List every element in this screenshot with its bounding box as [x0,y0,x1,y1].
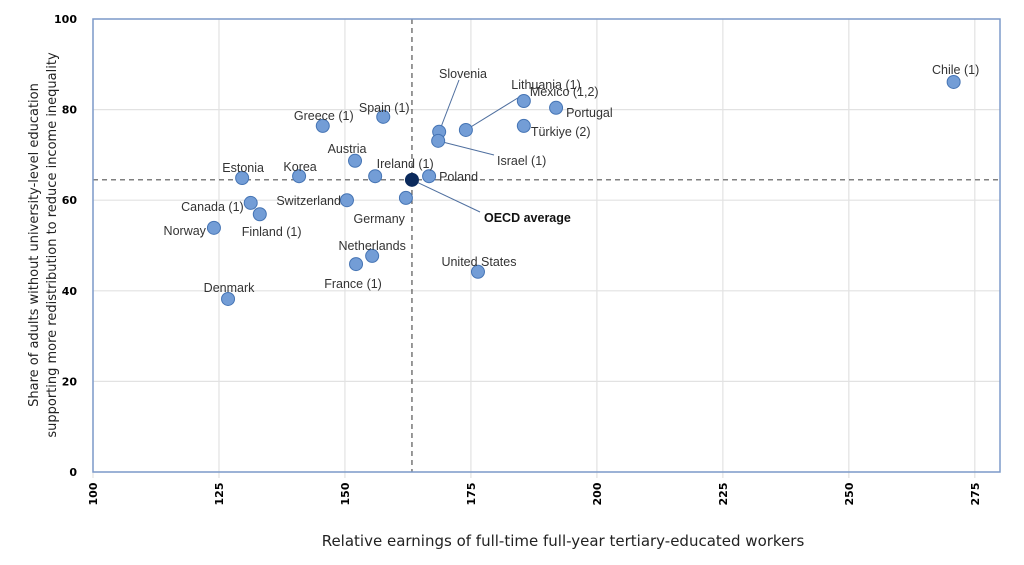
point-labels: Chile (1) Mexico (1,2) Portugal Türkiye (2)… [164,63,980,295]
point-label-estonia: Estonia [222,161,264,175]
point-label-denmark: Denmark [204,281,255,295]
x-tick-label: 225 [717,483,730,506]
data-point-austria [348,153,363,168]
x-tick-label: 150 [339,482,352,505]
data-point-greece-1 [315,118,330,133]
x-axis-label: Relative earnings of full-time full-year… [322,532,805,550]
point-label-netherlands: Netherlands [338,239,405,253]
point-label-korea: Korea [283,160,316,174]
x-tick-label: 175 [465,483,478,506]
y-tick-label: 20 [62,375,78,388]
data-point-korea [292,169,307,184]
point-label-chile-1: Chile (1) [932,63,979,77]
leader-line-oecd-average [411,179,481,213]
point-label-israel-1: Israel (1) [497,154,546,168]
y-tick-label: 60 [62,194,78,207]
data-point-canada-1 [243,195,258,210]
plot-frame [92,18,1001,473]
y-axis-ticks: 0 20 40 60 80 100 [54,13,77,479]
x-tick-label: 250 [843,482,856,505]
data-point-united-states [470,264,485,279]
y-tick-label: 80 [62,104,78,117]
point-label-portugal: Portugal [566,106,613,120]
leader-line-lithuania-1 [465,95,522,131]
data-point-t-rkiye-2 [516,118,531,133]
point-label-t-rkiye-2: Türkiye (2) [531,125,591,139]
data-point-netherlands [365,248,380,263]
point-label-oecd-average: OECD average [484,211,571,225]
point-label-switzerland: Switzerland [276,194,341,208]
point-label-slovenia: Slovenia [439,67,487,81]
point-label-austria: Austria [328,142,367,156]
data-point-denmark [221,291,236,306]
point-label-spain-1: Spain (1) [359,101,410,115]
reference-lines [93,19,1000,472]
leader-line-slovenia [438,79,460,132]
y-axis-label-line-2: supporting more redistribution to reduce… [45,52,60,438]
point-label-norway: Norway [164,224,207,238]
data-point-mexico-1-2 [516,93,531,108]
point-label-united-states: United States [441,255,516,269]
data-point-portugal [549,100,564,115]
point-label-poland: Poland [439,170,478,184]
data-point-israel-1 [431,133,446,148]
x-tick-label: 275 [969,483,982,506]
y-tick-label: 100 [54,13,77,26]
data-point-lithuania-1 [458,122,473,137]
y-axis-label-line-1: Share of adults without university-level… [27,83,42,407]
leader-line-israel-1 [438,140,495,156]
point-label-canada-1: Canada (1) [181,200,244,214]
y-tick-label: 0 [69,466,77,479]
data-point-spain-1 [376,109,391,124]
y-tick-label: 40 [62,285,78,298]
point-label-germany: Germany [354,212,406,226]
y-axis-label: Share of adults without university-level… [27,52,60,438]
x-tick-label: 125 [213,483,226,506]
x-axis-ticks: 100 125 150 175 200 225 250 275 [87,482,982,505]
data-point-france-1 [349,257,364,272]
data-point-poland [422,169,437,184]
data-point-finland-1 [252,207,267,222]
data-point-estonia [235,171,250,186]
point-label-mexico-1-2: Mexico (1,2) [530,85,599,99]
data-point-norway [206,220,221,235]
data-point-switzerland [339,193,354,208]
x-tick-label: 100 [87,482,100,505]
point-label-ireland-1: Ireland (1) [377,157,434,171]
point-label-greece-1: Greece (1) [294,109,354,123]
data-point-germany [398,190,413,205]
x-tick-label: 200 [591,482,604,505]
point-label-france-1: France (1) [324,277,382,291]
data-point-oecd-average [404,172,419,187]
data-points [206,74,961,306]
leader-lines [411,79,522,213]
point-label-lithuania-1: Lithuania (1) [511,78,581,92]
data-point-ireland-1 [368,169,383,184]
point-label-finland-1: Finland (1) [242,225,302,239]
data-point-chile-1 [946,74,961,89]
